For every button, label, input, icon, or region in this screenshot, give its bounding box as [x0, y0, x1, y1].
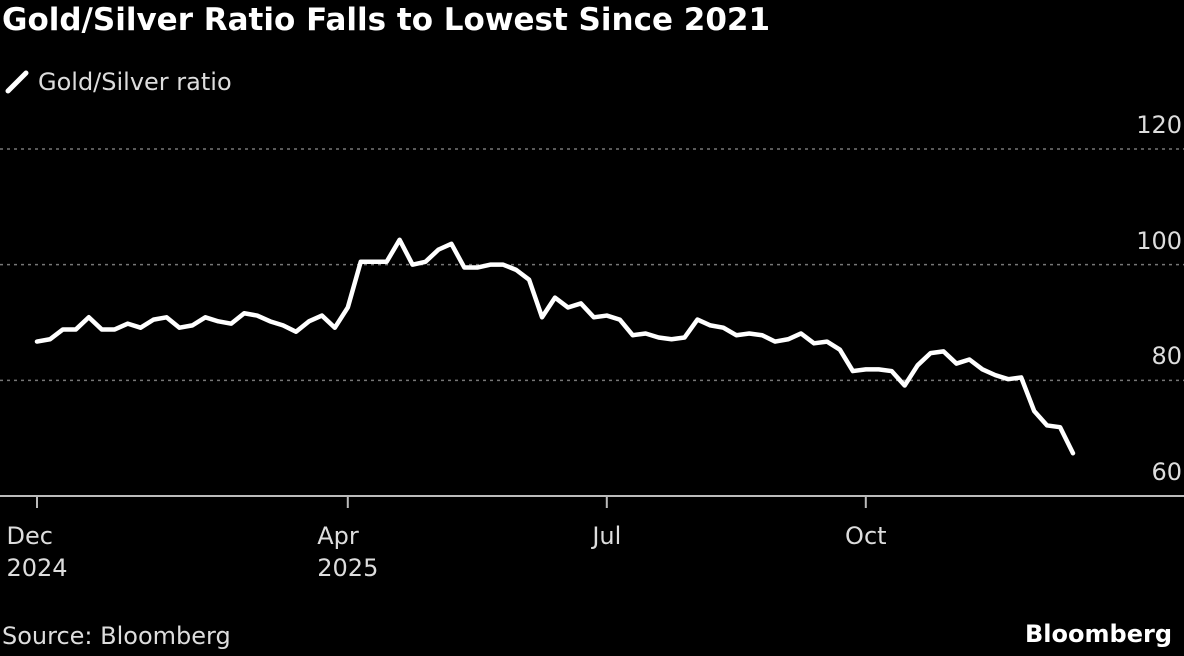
y-tick-label: 100 — [1136, 226, 1182, 255]
legend: Gold/Silver ratio — [4, 68, 232, 96]
chart-title: Gold/Silver Ratio Falls to Lowest Since … — [2, 2, 771, 38]
y-tick-label: 60 — [1151, 458, 1182, 486]
x-tick-label: Oct — [845, 522, 887, 550]
source: Source: Bloomberg — [2, 622, 231, 650]
legend-label: Gold/Silver ratio — [38, 68, 232, 96]
y-tick-label: 120 — [1136, 111, 1182, 139]
data-line — [34, 237, 1076, 456]
y-tick-label: 80 — [1151, 342, 1182, 371]
x-tick-label: Jul — [592, 522, 622, 550]
legend-swatch — [5, 70, 29, 94]
brand: Bloomberg — [1025, 620, 1172, 648]
x-tick-label: Dec 2024 — [6, 522, 68, 582]
x-tick-label: Apr 2025 — [317, 522, 379, 582]
